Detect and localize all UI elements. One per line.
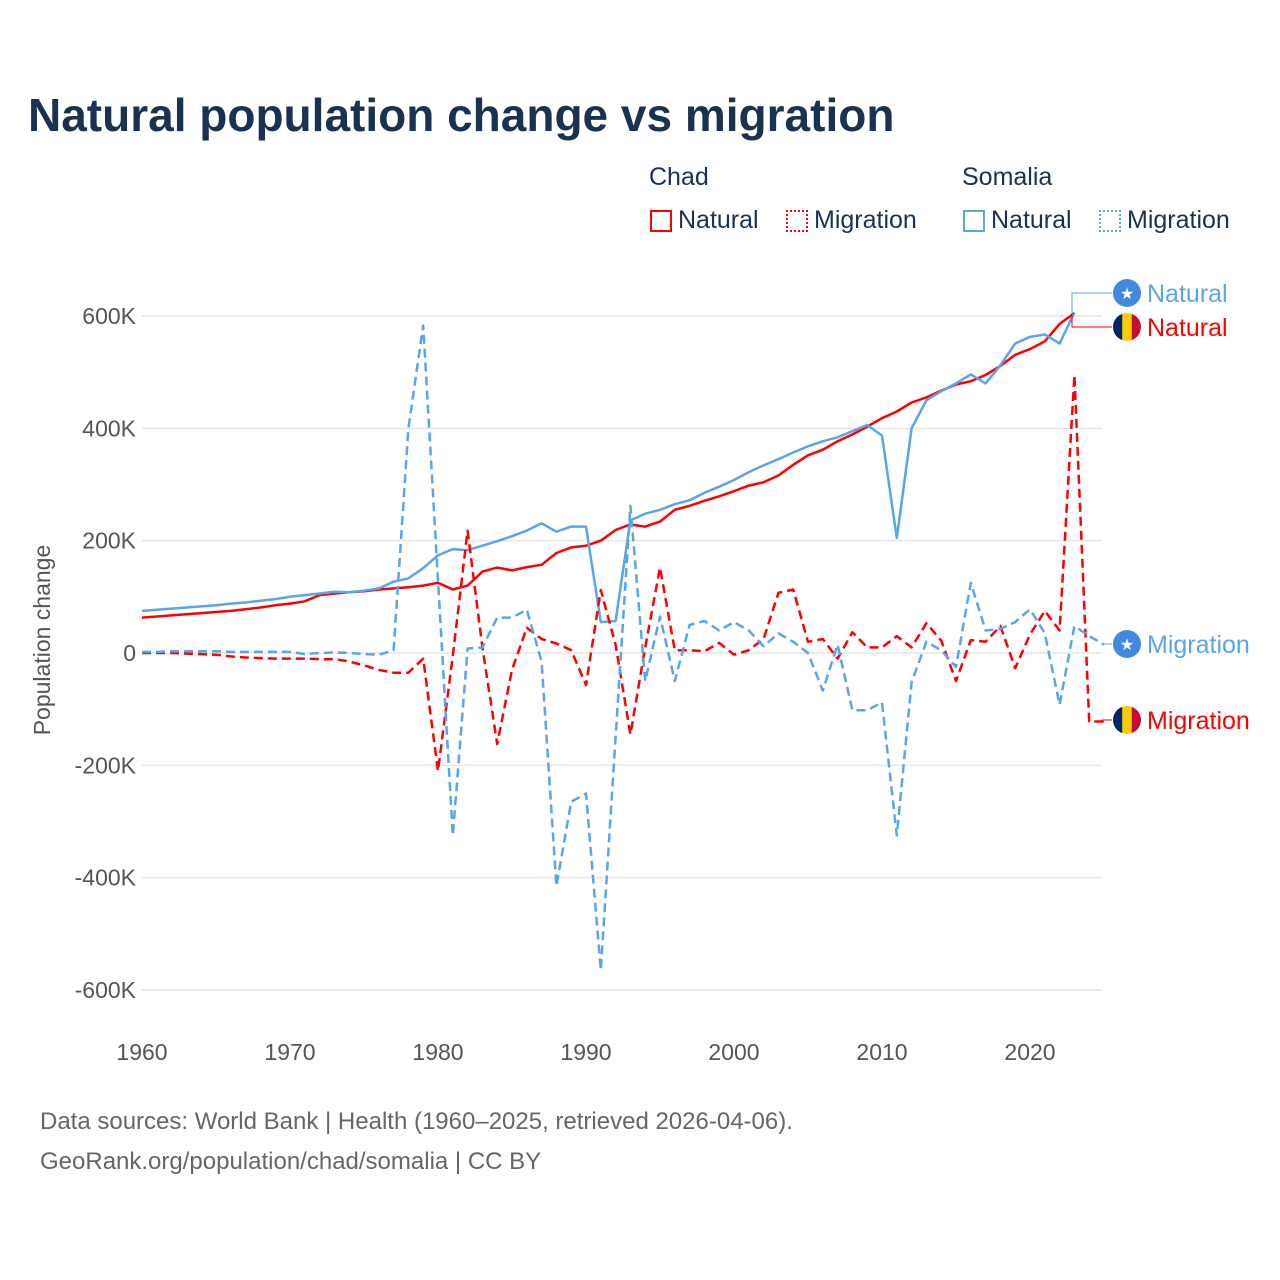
- flag-stripe-red: [1131, 706, 1141, 734]
- y-tick-label: 0: [123, 640, 136, 666]
- flag-circle: [1113, 630, 1141, 658]
- series-line-somalia-natural: [141, 312, 1076, 624]
- y-tick-label: 400K: [82, 415, 136, 441]
- legend-group-somalia: Somalia: [962, 163, 1052, 192]
- y-tick-label: -200K: [75, 752, 137, 778]
- series-line-chad-migration: [142, 373, 1104, 773]
- legend-item-chad-natural[interactable]: Natural: [650, 206, 759, 235]
- footer-link[interactable]: GeoRank.org/population/chad/somalia | CC…: [40, 1148, 542, 1175]
- label-connector: [1071, 312, 1112, 328]
- x-tick-label: 1980: [412, 1039, 463, 1065]
- legend-item-chad-migration[interactable]: Migration: [786, 206, 917, 235]
- legend-group-chad: Chad: [649, 163, 709, 192]
- series-end-label: Migration: [1147, 707, 1250, 735]
- solid-swatch-icon: [963, 209, 985, 232]
- label-connector: [1071, 292, 1112, 314]
- x-tick-label: 2020: [1004, 1039, 1055, 1065]
- somalia-flag-icon: ★: [1113, 630, 1141, 658]
- x-tick-label: 1960: [116, 1039, 167, 1065]
- chart-title: Natural population change vs migration: [28, 89, 895, 141]
- flag-stripe-yellow: [1122, 706, 1132, 734]
- label-connector: [1101, 719, 1112, 723]
- series-line-somalia-migration: [142, 324, 1105, 972]
- y-axis-label: Population change: [29, 545, 55, 736]
- x-tick-label: 2010: [856, 1039, 907, 1065]
- legend-item-somalia-natural[interactable]: Natural: [963, 206, 1072, 235]
- flag-stripe-yellow: [1122, 313, 1132, 341]
- flag-circle: [1113, 279, 1141, 307]
- footer-sources: Data sources: World Bank | Health (1960–…: [40, 1108, 793, 1135]
- x-tick-label: 1990: [560, 1039, 611, 1065]
- flag-stripe-red: [1131, 313, 1141, 341]
- label-connector: [1101, 643, 1112, 646]
- flag-stripe-blue: [1113, 706, 1123, 734]
- somalia-flag-icon: ★: [1113, 279, 1141, 307]
- legend-label: Migration: [1127, 206, 1230, 234]
- star-icon: ★: [1120, 286, 1134, 303]
- chad-flag-icon: [1113, 313, 1141, 341]
- dotted-swatch-icon: [786, 209, 808, 232]
- y-tick-label: 600K: [82, 303, 136, 329]
- legend-label: Natural: [991, 206, 1072, 234]
- legend-group-title: Somalia: [962, 163, 1053, 191]
- x-tick-label: 2000: [708, 1039, 759, 1065]
- star-icon: ★: [1120, 637, 1134, 654]
- series-end-label: Migration: [1147, 631, 1250, 659]
- legend-item-somalia-migration[interactable]: Migration: [1099, 206, 1230, 235]
- dotted-swatch-icon: [1099, 209, 1121, 232]
- series-line-chad-natural: [141, 312, 1076, 619]
- legend-label: Migration: [814, 206, 917, 234]
- legend-label: Natural: [678, 206, 759, 234]
- y-tick-label: -600K: [75, 977, 137, 1003]
- series-end-label: Natural: [1147, 314, 1228, 342]
- x-tick-label: 1970: [264, 1039, 315, 1065]
- legend-group-title: Chad: [649, 163, 709, 191]
- y-tick-label: 200K: [82, 528, 136, 554]
- solid-swatch-icon: [650, 209, 672, 232]
- chad-flag-icon: [1113, 706, 1141, 734]
- y-tick-label: -400K: [75, 865, 137, 891]
- series-end-label: Natural: [1147, 280, 1228, 308]
- flag-stripe-blue: [1113, 313, 1123, 341]
